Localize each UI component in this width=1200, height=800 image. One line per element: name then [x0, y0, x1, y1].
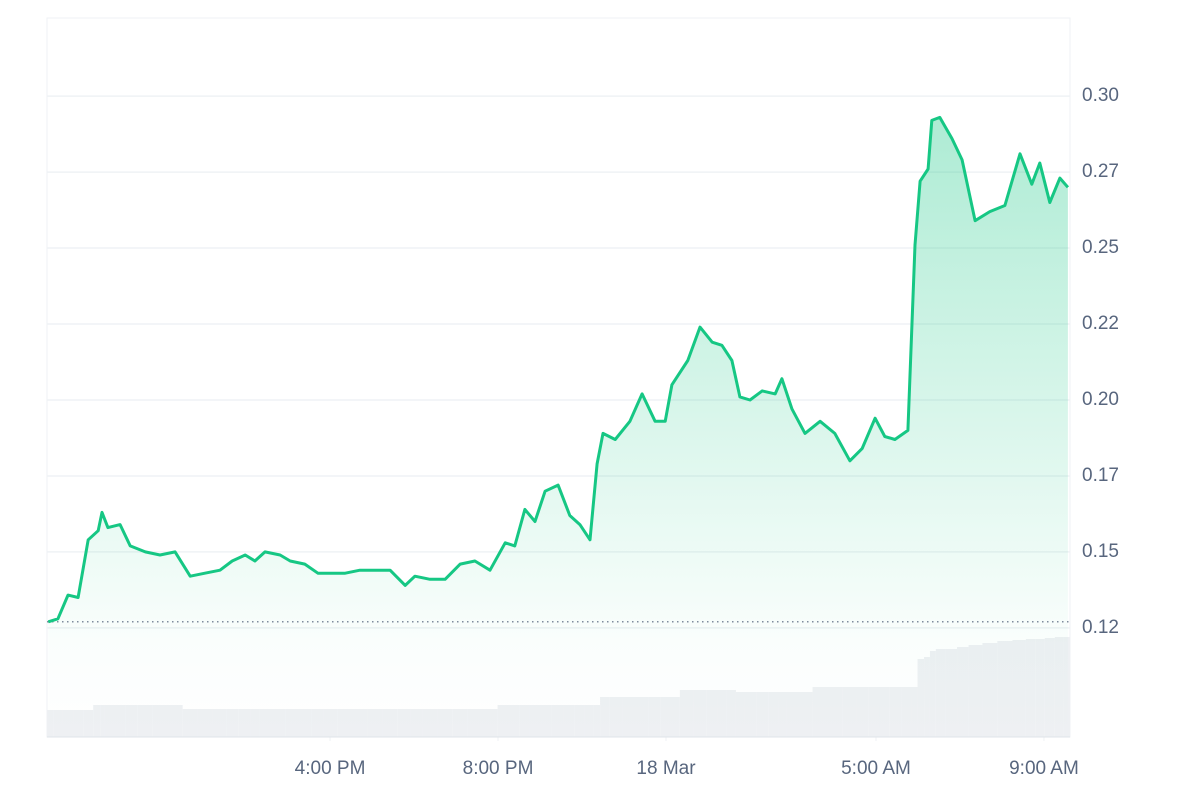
y-tick-label: 0.22: [1082, 313, 1119, 334]
x-tick-label: 9:00 AM: [1009, 758, 1079, 779]
x-tick-label: 4:00 PM: [295, 758, 366, 779]
y-tick-label: 0.20: [1082, 389, 1119, 410]
y-tick-label: 0.15: [1082, 541, 1119, 562]
x-tick-label: 8:00 PM: [463, 758, 534, 779]
price-line: [47, 115, 1070, 624]
y-tick-label: 0.17: [1082, 465, 1119, 486]
x-tick-label: 5:00 AM: [841, 758, 911, 779]
area-fill: [48, 117, 1068, 737]
x-tick-label: 18 Mar: [636, 758, 696, 779]
y-tick-label: 0.27: [1082, 161, 1119, 182]
y-tick-label: 0.30: [1082, 85, 1119, 106]
y-tick-label: 0.25: [1082, 237, 1119, 258]
y-tick-label: 0.12: [1082, 617, 1119, 638]
